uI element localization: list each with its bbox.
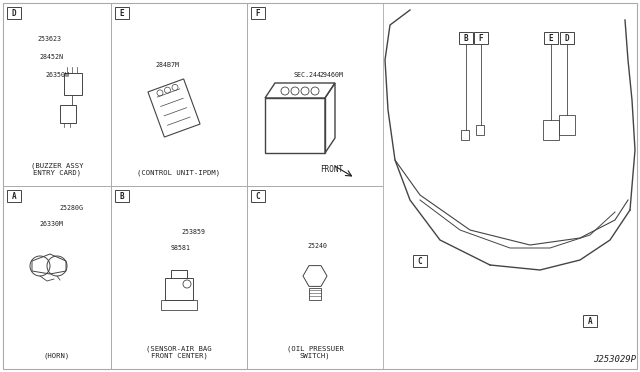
Text: 26350W: 26350W bbox=[45, 72, 69, 78]
Text: 25280G: 25280G bbox=[59, 205, 83, 211]
Text: 253859: 253859 bbox=[181, 229, 205, 235]
Text: D: D bbox=[12, 9, 16, 17]
Bar bbox=[583, 315, 597, 327]
Text: 28452N: 28452N bbox=[39, 54, 63, 60]
Text: J253029P: J253029P bbox=[593, 355, 636, 364]
Bar bbox=[543, 120, 559, 140]
Bar bbox=[60, 105, 76, 123]
Bar bbox=[7, 7, 21, 19]
Bar bbox=[544, 32, 558, 44]
Text: FRONT: FRONT bbox=[320, 165, 343, 174]
Bar bbox=[111, 3, 247, 186]
Text: E: E bbox=[548, 33, 554, 42]
Bar bbox=[560, 32, 574, 44]
Text: C: C bbox=[256, 192, 260, 201]
Text: (CONTROL UNIT-IPDM): (CONTROL UNIT-IPDM) bbox=[138, 170, 221, 176]
Text: (BUZZER ASSY
ENTRY CARD): (BUZZER ASSY ENTRY CARD) bbox=[31, 162, 83, 176]
Text: 253623: 253623 bbox=[37, 36, 61, 42]
Bar bbox=[247, 186, 383, 369]
Bar bbox=[247, 3, 383, 186]
Text: 29460M: 29460M bbox=[319, 72, 343, 78]
Bar bbox=[461, 130, 469, 140]
Text: 98581: 98581 bbox=[171, 245, 191, 251]
Text: A: A bbox=[12, 192, 16, 201]
Bar bbox=[309, 288, 321, 300]
Bar bbox=[165, 278, 193, 300]
Text: (HORN): (HORN) bbox=[44, 353, 70, 359]
Text: D: D bbox=[564, 33, 570, 42]
Text: E: E bbox=[120, 9, 124, 17]
Bar bbox=[3, 3, 111, 186]
Bar bbox=[115, 190, 129, 202]
Text: SEC.244: SEC.244 bbox=[293, 72, 321, 78]
Text: F: F bbox=[256, 9, 260, 17]
Text: A: A bbox=[588, 317, 592, 326]
Bar bbox=[265, 98, 325, 153]
Bar bbox=[459, 32, 473, 44]
Bar bbox=[474, 32, 488, 44]
Bar bbox=[111, 186, 247, 369]
Bar bbox=[251, 190, 265, 202]
Bar bbox=[115, 7, 129, 19]
Bar bbox=[64, 73, 82, 95]
Text: (OIL PRESSUER
SWITCH): (OIL PRESSUER SWITCH) bbox=[287, 345, 344, 359]
Bar bbox=[7, 190, 21, 202]
Bar bbox=[3, 186, 111, 369]
Text: F: F bbox=[479, 33, 483, 42]
Bar bbox=[476, 125, 484, 135]
Bar bbox=[559, 115, 575, 135]
Bar bbox=[161, 300, 197, 310]
Text: 26330M: 26330M bbox=[39, 221, 63, 227]
Text: C: C bbox=[418, 257, 422, 266]
Text: 284B7M: 284B7M bbox=[155, 62, 179, 68]
Bar bbox=[251, 7, 265, 19]
Text: (SENSOR-AIR BAG
FRONT CENTER): (SENSOR-AIR BAG FRONT CENTER) bbox=[146, 345, 212, 359]
Text: 25240: 25240 bbox=[307, 243, 327, 249]
Text: B: B bbox=[120, 192, 124, 201]
Text: B: B bbox=[464, 33, 468, 42]
Bar bbox=[413, 255, 427, 267]
